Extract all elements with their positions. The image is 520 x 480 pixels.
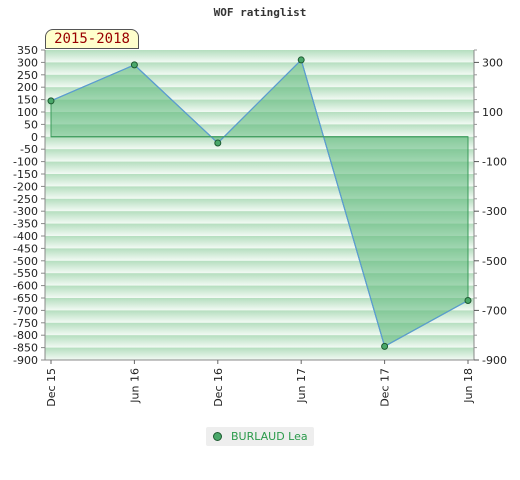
y-left-tick-label: -550 — [13, 267, 38, 280]
x-tick-label: Jun 16 — [128, 368, 141, 404]
data-point — [47, 97, 55, 105]
data-point — [130, 61, 138, 69]
y-left-tick-label: -600 — [13, 280, 38, 293]
legend[interactable]: BURLAUD Lea — [206, 427, 314, 446]
x-tick-label: Dec 15 — [45, 368, 58, 407]
y-right-tick-label: -900 — [482, 354, 507, 367]
x-tick-label: Jun 18 — [462, 368, 475, 404]
y-left-tick-label: -250 — [13, 193, 38, 206]
legend-marker-icon — [213, 432, 222, 441]
y-right-tick-label: -700 — [482, 304, 507, 317]
y-left-tick-label: -850 — [13, 342, 38, 355]
date-range-badge: 2015-2018 — [45, 29, 139, 49]
data-point — [214, 139, 222, 147]
grid-band — [45, 50, 474, 63]
legend-label: BURLAUD Lea — [231, 430, 308, 443]
y-left-tick-label: -450 — [13, 242, 38, 255]
y-right-tick-label: 100 — [482, 106, 503, 119]
y-left-tick-label: -50 — [20, 143, 38, 156]
y-right-tick-label: -500 — [482, 255, 507, 268]
grid-band — [45, 285, 474, 298]
y-right-tick-label: 300 — [482, 56, 503, 69]
y-left-tick-label: 300 — [17, 56, 38, 69]
grid-band — [45, 310, 474, 323]
y-right-tick-label: -300 — [482, 205, 507, 218]
data-point — [381, 342, 389, 350]
y-left-tick-label: -400 — [13, 230, 38, 243]
y-left-tick-label: -100 — [13, 156, 38, 169]
x-tick-label: Dec 16 — [212, 368, 225, 407]
y-left-tick-label: -150 — [13, 168, 38, 181]
grid-band — [45, 298, 474, 311]
y-left-tick-label: -700 — [13, 304, 38, 317]
x-tick-label: Jun 17 — [295, 368, 308, 404]
grid-band — [45, 335, 474, 348]
data-point — [297, 56, 305, 64]
y-left-tick-label: -350 — [13, 218, 38, 231]
x-tick-label: Dec 17 — [379, 368, 392, 407]
y-left-tick-label: -200 — [13, 180, 38, 193]
y-left-tick-label: 50 — [24, 118, 38, 131]
series-line — [50, 58, 469, 348]
y-left-tick-label: 150 — [17, 94, 38, 107]
y-left-tick-label: 200 — [17, 81, 38, 94]
grid-band — [45, 347, 474, 360]
y-left-tick-label: -800 — [13, 329, 38, 342]
y-left-tick-label: 350 — [17, 44, 38, 57]
grid-band — [45, 322, 474, 336]
grid-band — [45, 62, 474, 75]
y-right-tick-label: -100 — [482, 156, 507, 169]
chart-title: WOF ratinglist — [213, 6, 307, 19]
y-left-tick-label: 250 — [17, 69, 38, 82]
y-left-tick-label: -900 — [13, 354, 38, 367]
y-left-tick-label: -750 — [13, 317, 38, 330]
y-left-tick-label: 100 — [17, 106, 38, 119]
y-left-tick-label: -650 — [13, 292, 38, 305]
data-point — [464, 296, 472, 304]
y-left-tick-label: 0 — [31, 131, 38, 144]
y-left-tick-label: -500 — [13, 255, 38, 268]
y-left-tick-label: -300 — [13, 205, 38, 218]
